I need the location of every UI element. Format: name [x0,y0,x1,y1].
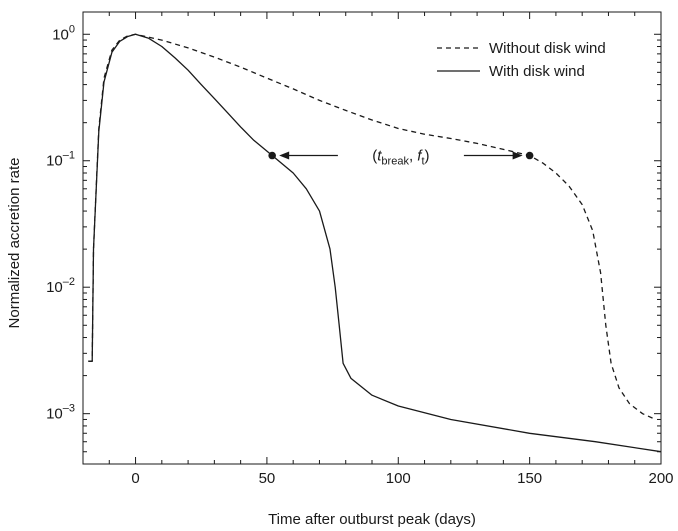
x-tick-label: 50 [259,470,276,487]
break-annotation-label: (tbreak, ft) [372,148,429,168]
series-lines [88,33,662,453]
x-tick-label: 0 [131,470,139,487]
y-tick-label-base: 10 [52,26,69,43]
legend-label-with-wind: With disk wind [489,63,585,80]
y-tick-label-exp: –1 [63,150,75,162]
y-tick-label-base: 10 [46,153,63,170]
annot-open: ( [372,148,377,165]
series-line-without-disk-wind [88,33,656,421]
y-tick-label-base: 10 [46,406,63,423]
y-tick-label-exp: 0 [69,23,75,35]
y-tick-label-exp: –3 [63,403,75,415]
annot-t: t [377,148,382,165]
annotation-arrowhead-right [512,151,523,160]
legend: Without disk wind With disk wind [437,40,606,80]
annot-f: f [417,148,423,165]
x-tick-label: 200 [648,470,673,487]
legend-label-without-wind: Without disk wind [489,40,606,57]
y-axis-label: Normalized accretion rate [6,158,23,329]
y-tick-label: 100 [52,23,75,43]
annot-sep: , [409,148,417,165]
x-tick-label: 100 [386,470,411,487]
annot-close: ) [425,148,430,165]
annotation-arrowhead-left [279,151,290,160]
series-line-with-disk-wind [88,33,662,453]
break-annotation: (tbreak, ft) [279,148,523,168]
break-marker-2 [525,151,534,160]
annot-t-sub: break [381,156,409,168]
x-axis-label: Time after outburst peak (days) [268,511,476,528]
y-tick-label: 10–2 [46,276,75,296]
y-tick-label-base: 10 [46,279,63,296]
break-marker-1 [268,151,276,160]
y-tick-label-exp: –2 [63,276,75,288]
annot-f-sub: t [421,156,424,168]
break-markers [268,151,534,160]
x-tick-label: 150 [517,470,542,487]
y-tick-label: 10–1 [46,150,75,170]
y-tick-label: 10–3 [46,403,75,423]
